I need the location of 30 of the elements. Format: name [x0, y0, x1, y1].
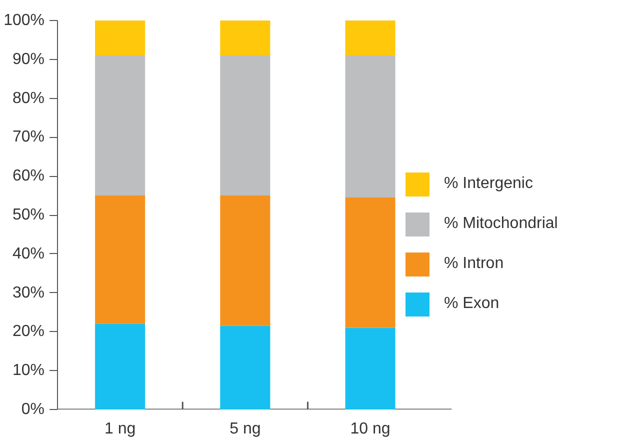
- x-tick-label: 10 ng: [350, 420, 390, 438]
- y-tick-label: 90%: [12, 50, 45, 68]
- y-tick-label: 100%: [4, 12, 44, 29]
- legend-label: % Mitochondrial: [444, 215, 558, 233]
- bar: [220, 326, 270, 410]
- bar: [220, 20, 270, 56]
- y-tick-label: 40%: [12, 245, 45, 262]
- y-tick-label: 60%: [12, 168, 45, 185]
- bar: [345, 56, 396, 198]
- x-tick-label: 5 ng: [230, 420, 261, 438]
- bar: [95, 20, 146, 56]
- bar: [345, 328, 396, 410]
- y-tick-label: 0%: [21, 401, 44, 418]
- bar: [220, 56, 270, 196]
- y-tick-label: 20%: [12, 323, 45, 340]
- bar: [95, 324, 146, 410]
- y-tick-label: 50%: [12, 206, 45, 224]
- legend-label: % Intron: [444, 255, 504, 273]
- y-tick-label: 70%: [12, 128, 45, 146]
- y-tick-label: 80%: [12, 90, 45, 107]
- x-tick-label: 1 ng: [104, 420, 136, 438]
- y-tick-label: 10%: [12, 362, 45, 380]
- legend-label: % Exon: [444, 295, 500, 313]
- legend-label: % Intergenic: [444, 175, 533, 193]
- y-tick-label: 30%: [12, 284, 45, 302]
- bar: [345, 197, 396, 328]
- bar: [95, 196, 146, 324]
- bar: [345, 20, 396, 56]
- bar: [95, 56, 146, 196]
- bar: [220, 196, 270, 326]
